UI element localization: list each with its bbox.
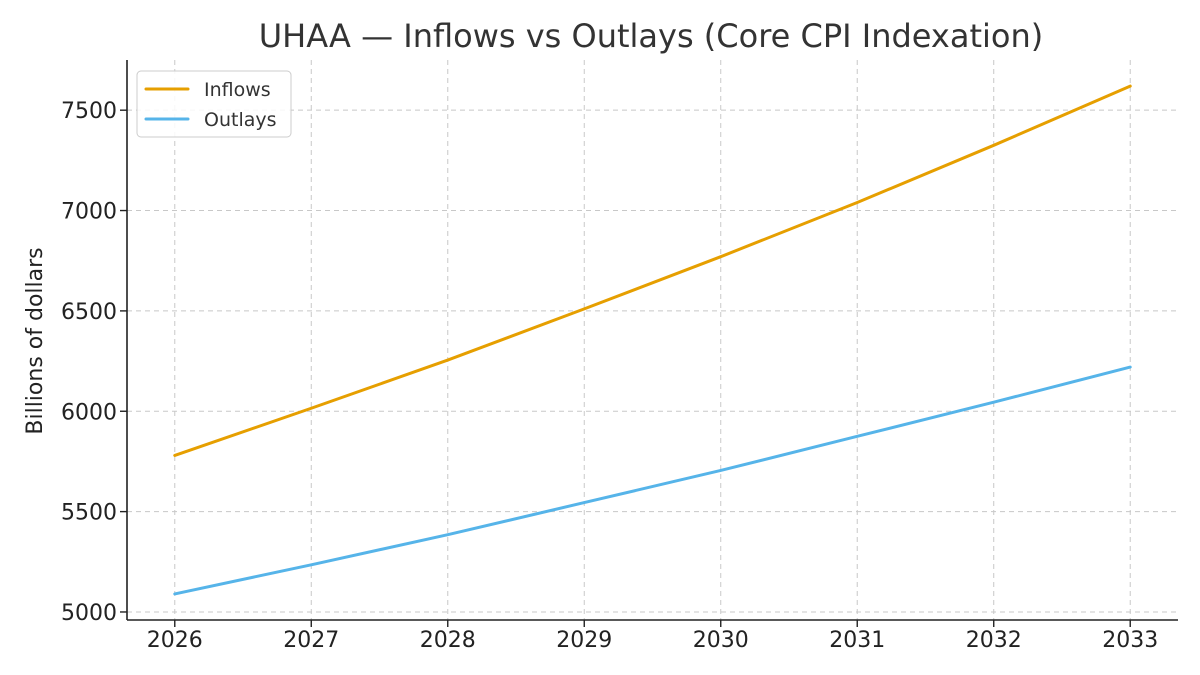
x-tick-label: 2032 [966, 628, 1022, 653]
legend-label-inflows: Inflows [204, 79, 271, 101]
series-lines [173, 84, 1132, 596]
grid [127, 60, 1178, 620]
x-tick-label: 2028 [420, 628, 476, 653]
legend-label-outlays: Outlays [204, 109, 277, 131]
legend: Inflows Outlays [136, 70, 292, 138]
x-tick-label: 2026 [147, 628, 203, 653]
y-tick-label: 5500 [61, 501, 117, 526]
y-tick-label: 7000 [61, 200, 117, 225]
axes [126, 60, 1178, 621]
y-axis-ticks: 5000 5500 6000 6500 7000 7500 [61, 99, 127, 626]
x-tick-label: 2033 [1102, 628, 1158, 653]
chart-title: UHAA — Inflows vs Outlays (Core CPI Inde… [259, 17, 1044, 55]
x-tick-label: 2030 [693, 628, 749, 653]
series-line-inflows [173, 84, 1132, 457]
y-tick-label: 5000 [61, 601, 117, 626]
x-axis-ticks: 2026 2027 2028 2029 2030 2031 2032 2033 [147, 620, 1158, 653]
x-tick-label: 2031 [829, 628, 885, 653]
x-tick-label: 2027 [283, 628, 339, 653]
series-line-outlays [173, 365, 1132, 596]
y-axis-label: Billions of dollars [23, 247, 48, 434]
y-tick-label: 6500 [61, 300, 117, 325]
y-tick-label: 7500 [61, 99, 117, 124]
x-tick-label: 2029 [556, 628, 612, 653]
y-tick-label: 6000 [61, 400, 117, 425]
